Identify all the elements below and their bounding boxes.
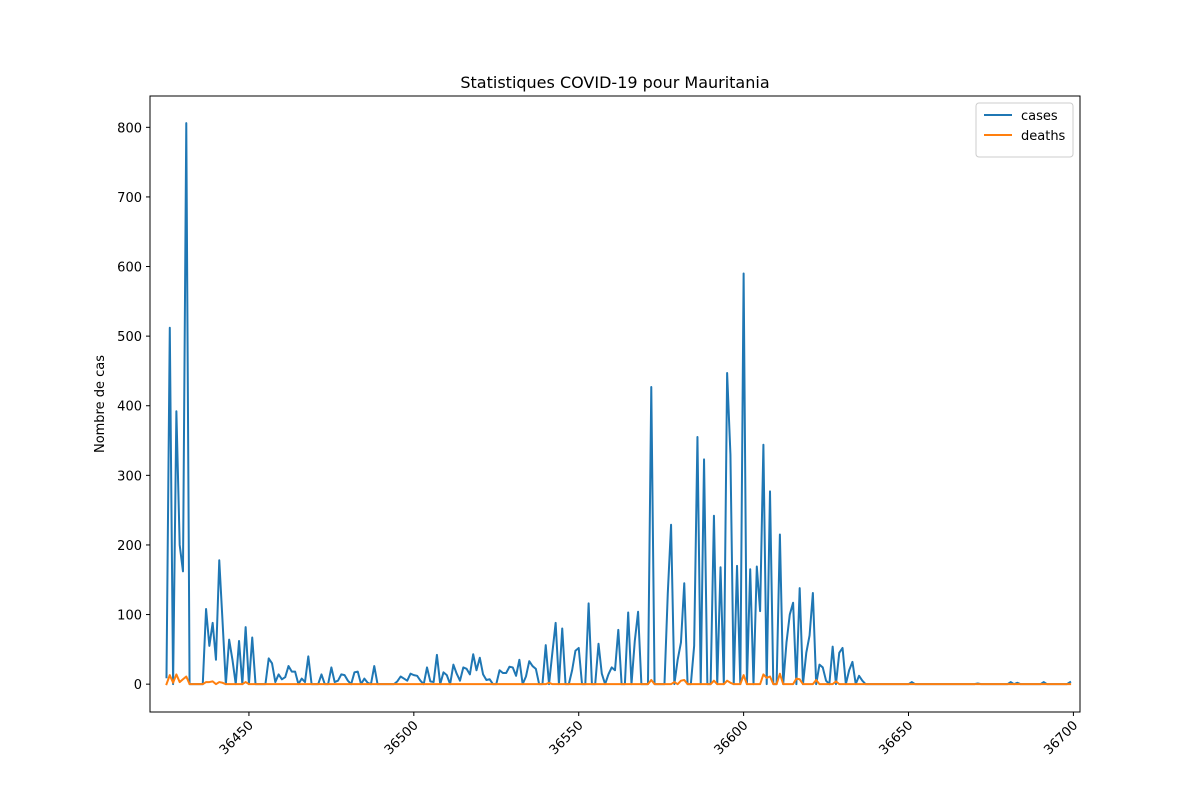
y-tick-label: 800	[117, 121, 142, 136]
y-tick-label: 200	[117, 539, 142, 554]
y-tick-label: 0	[134, 678, 142, 693]
y-tick-label: 600	[117, 261, 142, 276]
chart-title: Statistiques COVID-19 pour Mauritania	[460, 73, 769, 92]
legend-box	[975, 102, 1074, 158]
y-tick-label: 300	[117, 469, 142, 484]
y-tick-label: 100	[117, 609, 142, 624]
legend-label-cases: cases	[1021, 109, 1058, 124]
series-line-deaths	[165, 672, 1072, 686]
series-layer	[165, 122, 1072, 686]
legend: cases deaths	[975, 102, 1074, 158]
y-tick-label: 500	[117, 330, 142, 345]
y-axis-label: Nombre de cas	[93, 355, 108, 453]
y-tick-label: 400	[117, 400, 142, 415]
y-tick-label: 700	[117, 191, 142, 206]
plot-frame	[149, 95, 1081, 713]
series-line-cases	[165, 122, 1072, 686]
legend-label-deaths: deaths	[1021, 129, 1066, 144]
